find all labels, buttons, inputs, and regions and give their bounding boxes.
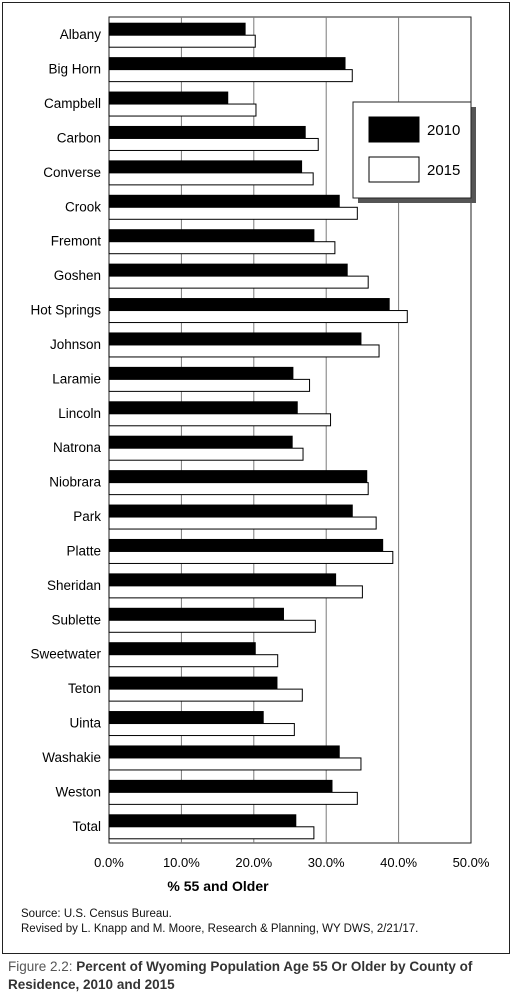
x-tick-label: 30.0% [308, 855, 345, 870]
category-label: Hot Springs [30, 303, 101, 318]
bar-2010 [108, 538, 384, 552]
x-axis-label: % 55 and Older [167, 878, 269, 894]
bar-2015 [108, 310, 408, 324]
bar-2015 [108, 413, 332, 427]
figure-caption: Figure 2.2: Percent of Wyoming Populatio… [8, 958, 508, 994]
bar-2010 [108, 435, 293, 449]
category-label: Carbon [57, 130, 101, 145]
category-label: Teton [68, 681, 101, 696]
category-label: Goshen [54, 268, 101, 283]
category-label: Albany [60, 27, 102, 42]
bar-2010 [108, 298, 390, 312]
legend-swatch-2010 [368, 116, 420, 143]
category-label: Fremont [51, 234, 102, 249]
figure-number: Figure 2.2: [8, 959, 77, 974]
bar-2010 [108, 745, 340, 759]
bar-2010 [108, 814, 297, 828]
bar-2010 [108, 779, 333, 793]
revision-line: Revised by L. Knapp and M. Moore, Resear… [21, 923, 419, 935]
category-label: Washakie [42, 750, 101, 765]
bar-2010 [108, 573, 337, 587]
bar-2015 [108, 378, 311, 392]
legend-label-2015: 2015 [427, 162, 460, 179]
bar-2010 [108, 332, 362, 346]
bar-chart: Albany Big Horn Campbell Carbon Converse Croo… [30, 16, 490, 894]
source-note: Source: U.S. Census Bureau. Revised by L… [21, 907, 418, 937]
category-label: Crook [65, 199, 101, 214]
legend-box [352, 101, 472, 199]
x-tick-label: 50.0% [453, 855, 490, 870]
bar-2015 [108, 172, 314, 186]
bar-2015 [108, 654, 279, 668]
category-label: Total [72, 819, 101, 834]
bar-2015 [108, 516, 377, 530]
category-label: Weston [55, 784, 101, 799]
bar-2015 [108, 344, 380, 358]
category-label: Converse [43, 165, 101, 180]
bar-2015 [108, 826, 315, 840]
bar-2010 [108, 125, 306, 139]
bar-2015 [108, 482, 369, 496]
category-label: Sheridan [47, 578, 101, 593]
category-label: Sweetwater [30, 647, 101, 662]
bar-2010 [108, 263, 348, 277]
bar-2010 [108, 57, 346, 71]
bar-2010 [108, 91, 229, 105]
source-line: Source: U.S. Census Bureau. [21, 908, 172, 920]
figure-frame: Albany Big Horn Campbell Carbon Converse Croo… [2, 2, 510, 954]
x-tick-label: 20.0% [235, 855, 272, 870]
category-label: Natrona [53, 440, 102, 455]
bar-2010 [108, 676, 278, 690]
bar-2015 [108, 550, 394, 564]
x-tick-label: 10.0% [163, 855, 200, 870]
category-label: Park [73, 509, 101, 524]
bar-2010 [108, 711, 264, 725]
bar-2010 [108, 607, 284, 621]
bar-2015 [108, 619, 316, 633]
category-label: Uinta [69, 716, 101, 731]
legend-swatch-2015 [368, 156, 420, 183]
bar-2015 [108, 103, 257, 117]
bar-2015 [108, 688, 303, 702]
bar-2015 [108, 757, 362, 771]
x-tick-label: 40.0% [380, 855, 417, 870]
category-label: Big Horn [48, 62, 101, 77]
bar-2010 [108, 470, 368, 484]
bar-2010 [108, 160, 303, 174]
bar-2015 [108, 34, 256, 48]
x-tick-label: 0.0% [94, 855, 124, 870]
bar-2015 [108, 723, 295, 737]
bar-2015 [108, 447, 304, 461]
bar-2015 [108, 585, 363, 599]
bar-2010 [108, 22, 246, 36]
category-label: Niobrara [49, 475, 101, 490]
category-label: Laramie [52, 371, 101, 386]
bar-2010 [108, 194, 340, 208]
legend: 2010 2015 [352, 101, 476, 203]
bar-2015 [108, 137, 319, 151]
category-label: Lincoln [58, 406, 101, 421]
bar-2015 [108, 206, 358, 220]
bar-2010 [108, 401, 298, 415]
bar-2015 [108, 791, 358, 805]
bar-2015 [108, 275, 369, 289]
category-label: Platte [66, 543, 101, 558]
figure-title: Percent of Wyoming Population Age 55 Or … [8, 959, 473, 992]
category-label: Johnson [50, 337, 101, 352]
bar-2015 [108, 241, 336, 255]
bar-2010 [108, 229, 315, 243]
bar-2010 [108, 366, 294, 380]
bar-2010 [108, 504, 353, 518]
bar-2010 [108, 642, 256, 656]
category-label: Campbell [44, 96, 101, 111]
legend-label-2010: 2010 [427, 122, 460, 139]
bar-2015 [108, 69, 353, 83]
category-label: Sublette [51, 612, 101, 627]
